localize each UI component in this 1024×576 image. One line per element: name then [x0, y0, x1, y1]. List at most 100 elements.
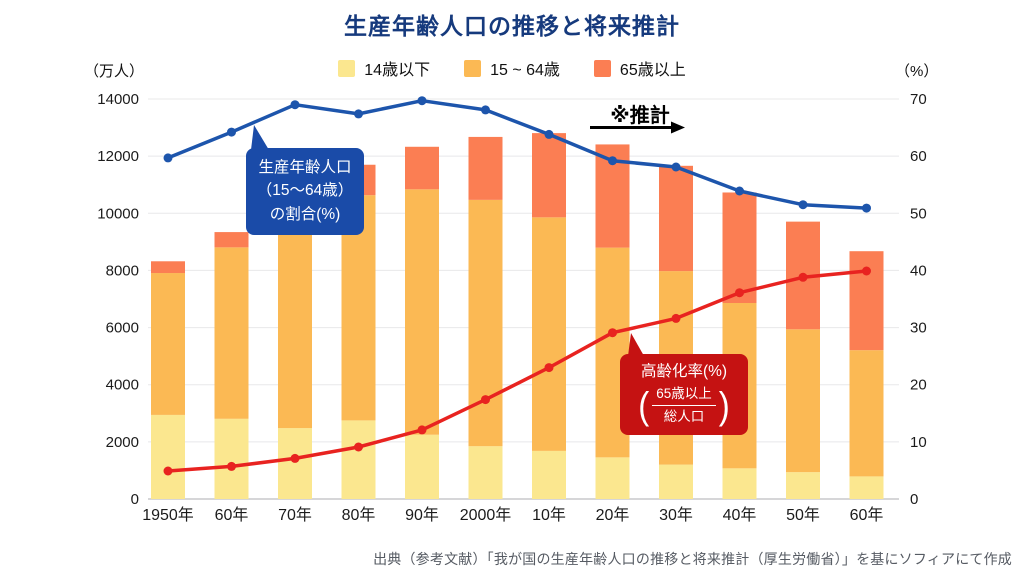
- x-axis-tick-label: 20年: [596, 506, 630, 524]
- x-axis-tick-label: 80年: [342, 506, 376, 524]
- x-axis-tick-label: 70年: [278, 506, 312, 524]
- callout-working-share-line1: 生産年齢人口: [258, 159, 352, 176]
- x-axis-tick-label: 50年: [786, 506, 820, 524]
- working-share-point-60年: [227, 127, 236, 137]
- bar-segment-under14: [595, 457, 630, 499]
- legend-swatch-under14-icon: [338, 59, 356, 77]
- left-axis-tick-label: 4000: [106, 377, 139, 394]
- bar-segment-over65: [214, 232, 249, 248]
- callout-working-share-line2: （15〜64歳）: [256, 182, 354, 200]
- aging-rate-point-60年: [862, 266, 871, 276]
- working-share-point-10年: [544, 129, 554, 139]
- bar-segment-under14: [659, 464, 693, 499]
- bar-segment-under14: [151, 414, 185, 499]
- bar-segment-over65: [532, 133, 566, 218]
- bar-segment-under14: [786, 472, 820, 499]
- legend-swatch-over65-icon: [593, 59, 611, 77]
- close-paren: ): [718, 383, 730, 427]
- bar-segment-under14: [278, 428, 312, 499]
- left-axis-tick-label: 0: [131, 491, 139, 508]
- bar-segment-working: [468, 199, 503, 447]
- bar-segment-over65: [468, 136, 503, 200]
- bar-segment-under14: [722, 468, 757, 499]
- x-axis-tick-label: 10年: [532, 506, 566, 524]
- source-citation: 出典（参考文献）「我が国の生産年齢人口の推移と将来推計（厚生労働省）」を基にソフ…: [373, 551, 1012, 567]
- open-paren: (: [638, 383, 650, 427]
- aging-rate-point-2000年: [481, 395, 490, 405]
- legend-label-working: 15 ~ 64歳: [490, 62, 560, 79]
- right-axis-unit: （%）: [895, 63, 939, 80]
- aging-rate-point-50年: [798, 272, 808, 282]
- bar-segment-working: [786, 329, 820, 473]
- legend-label-under14: 14歳以下: [364, 62, 431, 79]
- callout-working-share: 生産年齢人口 （15〜64歳） の割合(%): [246, 125, 364, 235]
- x-axis-tick-label: 60年: [850, 506, 884, 524]
- aging-rate-point-20年: [608, 328, 617, 338]
- page-title: 生産年齢人口の推移と将来推計: [344, 13, 680, 39]
- x-axis-tick-label: 30年: [659, 506, 693, 524]
- fraction-numerator: 65歳以上: [652, 385, 716, 407]
- aging-rate-fraction: ( 65歳以上 総人口 ): [624, 385, 744, 426]
- bar-segment-working: [214, 247, 249, 419]
- working-share-point-30年: [671, 162, 681, 172]
- bar-segment-under14: [405, 434, 439, 499]
- callout-tail-icon: [251, 125, 269, 150]
- right-axis-tick-label: 50: [910, 205, 927, 222]
- aging-rate-point-30年: [671, 313, 681, 323]
- aging-rate-point-80年: [354, 442, 363, 452]
- legend-label-over65: 65歳以上: [619, 62, 686, 79]
- right-axis-tick-label: 0: [910, 491, 918, 508]
- legend-item-under14: 14歳以下: [338, 56, 430, 80]
- bar-segment-working: [532, 217, 566, 451]
- bar-segment-over65: [849, 251, 884, 351]
- working-share-point-50年: [798, 200, 808, 210]
- bar-segment-over65: [405, 146, 439, 190]
- bar-segment-over65: [722, 192, 757, 303]
- legend-item-over65: 65歳以上: [593, 56, 686, 80]
- aging-rate-point-70年: [290, 453, 300, 463]
- left-axis-tick-label: 14000: [97, 91, 139, 108]
- x-axis-tick-label: 2000年: [460, 506, 512, 524]
- aging-rate-point-40年: [735, 288, 744, 298]
- right-axis-tick-label: 20: [910, 377, 927, 394]
- bar-segment-over65: [659, 165, 693, 272]
- callout-working-share-line3: の割合(%): [269, 205, 341, 223]
- aging-rate-point-1950年: [163, 466, 173, 476]
- working-share-point-2000年: [481, 105, 490, 115]
- working-share-point-70年: [290, 100, 300, 110]
- x-axis-tick-label: 1950年: [142, 506, 194, 524]
- working-share-line: [166, 98, 869, 210]
- projection-arrow-head-icon: [671, 121, 685, 134]
- fraction-denominator: 総人口: [663, 409, 705, 425]
- x-axis-tick-label: 60年: [215, 506, 249, 524]
- callout-aging-rate-title: 高齢化率(%): [640, 363, 728, 380]
- bar-segment-under14: [214, 418, 249, 499]
- left-axis-tick-label: 8000: [106, 262, 139, 279]
- bar-segment-working: [151, 273, 185, 415]
- bar-segment-working: [849, 350, 884, 477]
- aging-rate-line: [166, 269, 869, 473]
- bar-segment-under14: [532, 450, 566, 499]
- bar-segment-working: [278, 223, 312, 429]
- x-axis-tick-label: 40年: [723, 506, 757, 524]
- aging-rate-point-10年: [544, 363, 554, 373]
- x-axis-tick-label: 90年: [405, 506, 439, 524]
- right-axis-tick-label: 70: [910, 91, 927, 108]
- bar-segment-working: [405, 189, 439, 435]
- working-share-point-40年: [735, 186, 744, 196]
- aging-rate-point-60年: [227, 461, 236, 471]
- left-axis-unit: （万人）: [84, 63, 145, 80]
- left-axis-tick-label: 10000: [97, 205, 139, 222]
- bar-segment-over65: [151, 261, 185, 274]
- right-axis-tick-label: 10: [910, 434, 927, 451]
- left-axis-tick-label: 2000: [106, 434, 139, 451]
- legend-item-working: 15 ~ 64歳: [464, 56, 560, 80]
- aging-rate-point-90年: [417, 425, 427, 435]
- working-share-point-1950年: [163, 153, 173, 163]
- bar-segment-under14: [468, 446, 503, 499]
- legend-swatch-working-icon: [464, 59, 482, 77]
- left-axis-tick-label: 6000: [106, 320, 139, 337]
- left-axis-tick-label: 12000: [97, 148, 139, 165]
